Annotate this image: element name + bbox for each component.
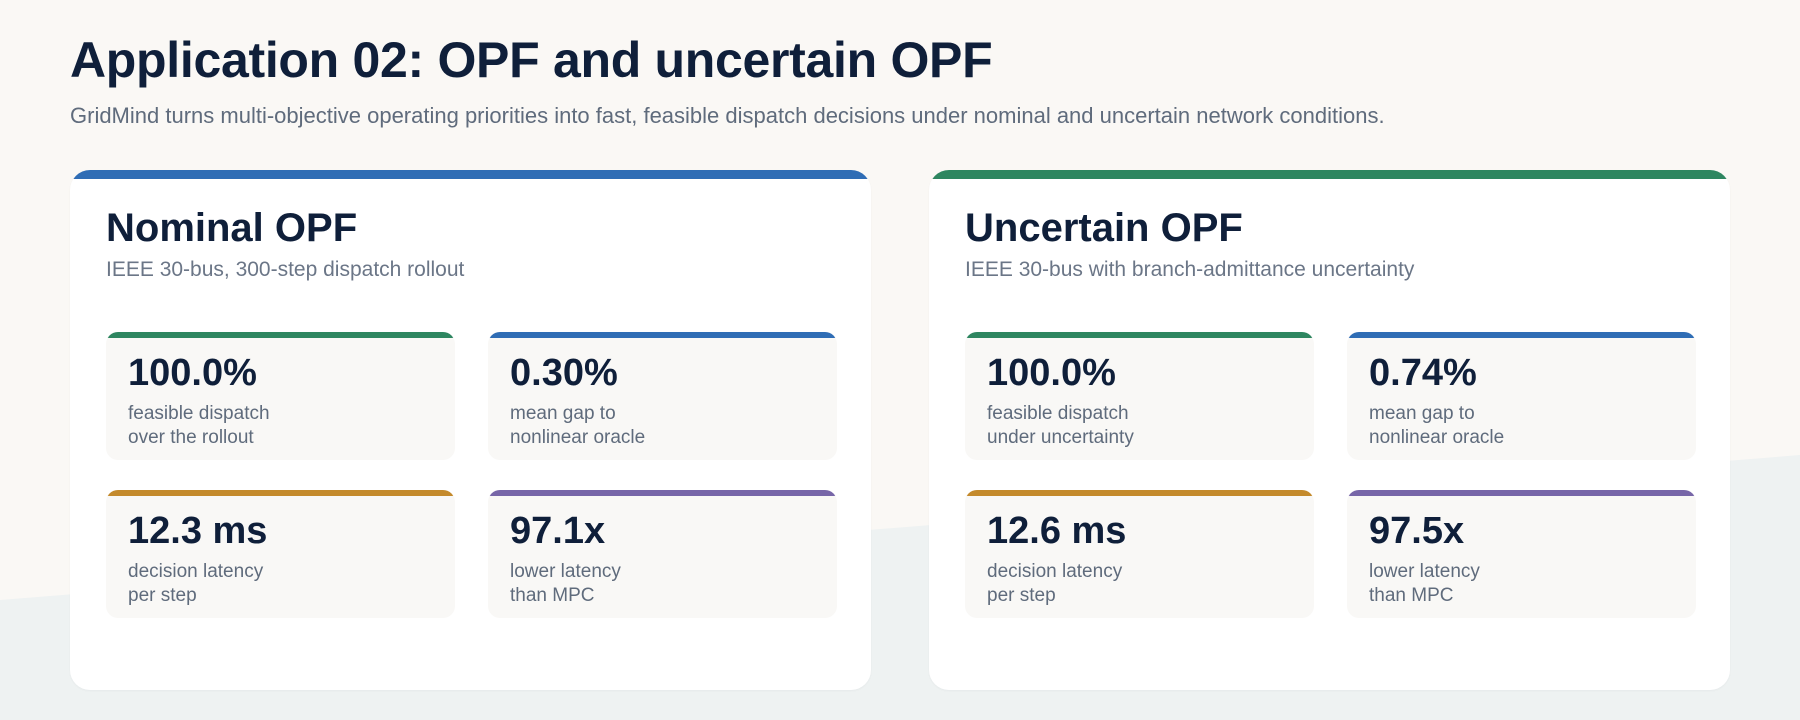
panel-uncertain-opf: Uncertain OPF IEEE 30-bus with branch-ad… <box>929 170 1730 690</box>
panel-accent-bar <box>70 170 871 179</box>
stat-label-line2: than MPC <box>510 585 595 606</box>
stat-label: decision latency per step <box>128 560 263 608</box>
stat-label-line1: mean gap to <box>1369 403 1475 424</box>
stat-card-feasibility: 100.0% feasible dispatch under uncertain… <box>965 332 1314 460</box>
stat-value: 12.6 ms <box>987 510 1127 552</box>
stat-label-line1: feasible dispatch <box>987 403 1129 424</box>
stat-label-line2: per step <box>987 585 1056 606</box>
panels-row: Nominal OPF IEEE 30-bus, 300-step dispat… <box>70 170 1730 690</box>
stat-label: feasible dispatch over the rollout <box>128 402 270 450</box>
panel-title: Uncertain OPF <box>965 206 1243 250</box>
stat-label-line2: under uncertainty <box>987 427 1134 448</box>
stat-card-speedup: 97.5x lower latency than MPC <box>1347 490 1696 618</box>
stat-value: 97.5x <box>1369 510 1465 552</box>
stat-label-line1: decision latency <box>128 561 264 582</box>
panel-nominal-opf: Nominal OPF IEEE 30-bus, 300-step dispat… <box>70 170 871 690</box>
stat-value: 100.0% <box>987 352 1116 394</box>
stat-card-gap: 0.74% mean gap to nonlinear oracle <box>1347 332 1696 460</box>
stat-accent-bar <box>1347 332 1696 338</box>
stat-label-line2: nonlinear oracle <box>1369 427 1505 448</box>
stat-card-latency: 12.6 ms decision latency per step <box>965 490 1314 618</box>
stat-accent-bar <box>106 332 455 338</box>
panel-subtitle: IEEE 30-bus with branch-admittance uncer… <box>965 258 1415 281</box>
stat-accent-bar <box>106 490 455 496</box>
page-title: Application 02: OPF and uncertain OPF <box>70 32 993 88</box>
stat-label-line2: than MPC <box>1369 585 1454 606</box>
stat-label-line1: lower latency <box>1369 561 1480 582</box>
stat-label: mean gap to nonlinear oracle <box>510 402 645 450</box>
stat-label-line1: mean gap to <box>510 403 616 424</box>
stat-grid: 100.0% feasible dispatch over the rollou… <box>106 332 837 618</box>
panel-title: Nominal OPF <box>106 206 358 250</box>
stat-value: 97.1x <box>510 510 606 552</box>
stat-grid: 100.0% feasible dispatch under uncertain… <box>965 332 1696 618</box>
stat-label-line2: nonlinear oracle <box>510 427 646 448</box>
page: Application 02: OPF and uncertain OPF Gr… <box>0 0 1800 130</box>
stat-label: decision latency per step <box>987 560 1122 608</box>
stat-label: lower latency than MPC <box>510 560 621 608</box>
stat-card-latency: 12.3 ms decision latency per step <box>106 490 455 618</box>
stat-accent-bar <box>488 332 837 338</box>
stat-label-line1: feasible dispatch <box>128 403 270 424</box>
stat-accent-bar <box>488 490 837 496</box>
stat-label: mean gap to nonlinear oracle <box>1369 402 1504 450</box>
stat-card-speedup: 97.1x lower latency than MPC <box>488 490 837 618</box>
stat-card-feasibility: 100.0% feasible dispatch over the rollou… <box>106 332 455 460</box>
stat-accent-bar <box>1347 490 1696 496</box>
stat-label: feasible dispatch under uncertainty <box>987 402 1134 450</box>
stat-value: 100.0% <box>128 352 257 394</box>
stat-label: lower latency than MPC <box>1369 560 1480 608</box>
stat-value: 0.30% <box>510 352 618 394</box>
stat-label-line2: over the rollout <box>128 427 254 448</box>
page-subtitle: GridMind turns multi-objective operating… <box>70 103 1385 128</box>
stat-value: 0.74% <box>1369 352 1477 394</box>
stat-card-gap: 0.30% mean gap to nonlinear oracle <box>488 332 837 460</box>
stat-value: 12.3 ms <box>128 510 268 552</box>
stat-label-line1: decision latency <box>987 561 1123 582</box>
stat-accent-bar <box>965 490 1314 496</box>
stat-label-line1: lower latency <box>510 561 621 582</box>
panel-accent-bar <box>929 170 1730 179</box>
stat-accent-bar <box>965 332 1314 338</box>
panel-subtitle: IEEE 30-bus, 300-step dispatch rollout <box>106 258 465 281</box>
stat-label-line2: per step <box>128 585 197 606</box>
